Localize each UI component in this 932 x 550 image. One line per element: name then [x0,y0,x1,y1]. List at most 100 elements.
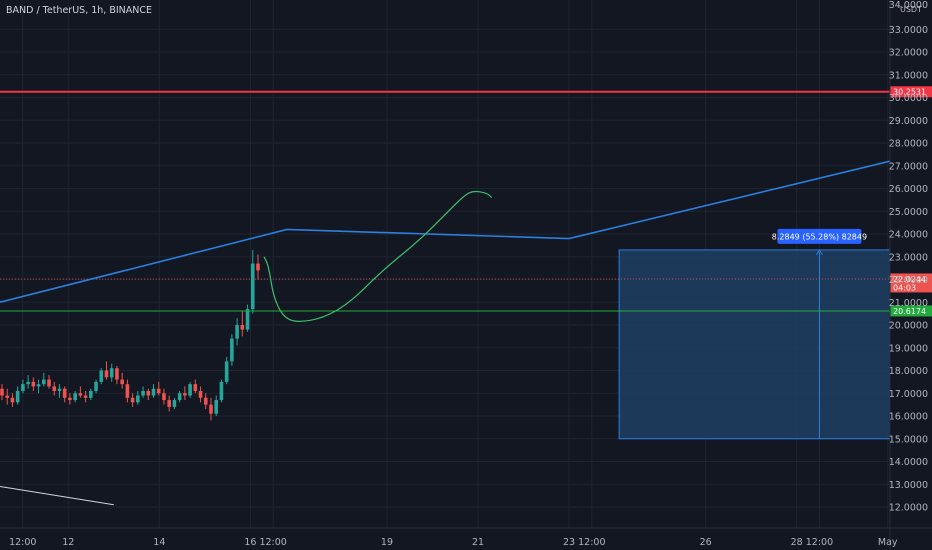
candle-body [230,338,234,362]
candle-body [167,400,171,407]
candle-body [89,390,93,398]
candle-body [235,325,239,339]
price-label: 22.0244 [893,275,926,284]
price-tick-label: 20.0000 [889,321,928,332]
price-tick-label: 33.0000 [889,25,928,36]
candle-body [250,263,255,310]
candle-body [31,381,36,387]
candle-body [10,397,15,403]
candle-body [188,384,192,396]
candle-body [15,390,20,403]
time-tick-label: 12:00 [259,537,286,548]
candle-body [146,390,151,396]
candle-body [104,370,109,378]
trend-line [0,160,891,304]
candle-body [5,395,10,398]
price-tick-label: 18.0000 [889,366,928,377]
symbol-title: BAND / TetherUS, 1h, BINANCE [6,5,153,16]
price-tick-label: 14.0000 [889,457,928,468]
candle-body [151,388,156,396]
time-tick-label: May [878,537,898,548]
candle-body [256,263,260,271]
price-tick-label: 22.0000 [889,275,928,286]
time-tick-label: 12:00 [806,537,833,548]
projection-curve [263,190,493,322]
price-tick-label: 26.0000 [889,184,928,195]
candle-body [36,384,41,387]
price-tick-label: 30.0000 [889,93,928,104]
price-tick-label: 32.0000 [889,48,928,59]
candle-body [203,397,208,405]
candle-body [120,379,124,385]
price-label-bg [890,305,932,317]
candle-body [209,404,213,414]
diagonal-line [0,486,114,506]
candle-body [172,400,177,407]
candle-body [162,393,166,401]
time-tick-label: 16 [244,537,256,548]
time-tick-label: 23 [563,537,575,548]
candle-body [94,381,98,391]
price-tick-label: 12.0000 [889,503,928,514]
candle-body [68,397,72,401]
candle-body [62,388,67,398]
candle-body [26,381,30,385]
price-tick-label: 15.0000 [889,434,928,445]
time-tick-label: 12 [62,537,74,548]
candle-body [219,381,224,401]
price-axis[interactable]: 12.0000 13.0000 14.0000 15.0000 16.0000 17.00… [889,0,928,550]
price-tick-label: 21.0000 [889,298,928,309]
candle-body [130,397,135,403]
price-tick-label: 13.0000 [889,480,928,491]
candle-body [21,384,25,391]
candle-body [224,361,229,382]
time-tick-label: 19 [381,537,393,548]
candle-body [115,368,119,380]
time-tick-label: 28 [791,537,803,548]
price-tick-label: 34.0000 [889,0,928,11]
candle-body [52,386,57,391]
price-tick-label: 19.0000 [889,343,928,354]
drawings[interactable] [0,160,891,506]
candle-body [198,390,203,398]
candle-body [125,384,130,398]
measure-label: 8.2849 (55.28%) 82849 [772,232,867,241]
time-tick-label: 12:00 [578,537,605,548]
countdown-label: 04:03 [893,283,916,292]
price-tick-label: 27.0000 [889,161,928,172]
price-tick-label: 23.0000 [889,252,928,263]
time-axis[interactable]: 12:00 12 14 16 12:00 19 21 23 12:00 26 28 12:00 May [0,527,932,548]
time-tick-label: 21 [472,537,484,548]
candle-body [0,388,4,396]
candle-body [41,379,46,385]
candle-body [47,379,51,387]
time-tick-label: 14 [153,537,165,548]
price-tick-label: 25.0000 [889,207,928,218]
candle-body [156,388,161,394]
price-tick-label: 29.0000 [889,116,928,127]
price-label: 30.2531 [893,88,926,97]
candle-body [78,393,83,396]
candle-body [193,384,198,391]
price-range-measure[interactable]: 8.2849 (55.28%) 82849 [618,228,891,440]
time-tick-label: 26 [700,537,712,548]
candle-body [245,309,250,330]
measure-box [618,249,891,440]
candle-body [177,393,182,401]
candle-body [99,370,104,382]
price-tick-label: 28.0000 [889,139,928,150]
candle-body [183,393,187,396]
price-label-bg [890,86,932,98]
candle-body [57,388,62,391]
price-tick-label: 24.0000 [889,230,928,241]
measure-arrowhead [816,248,823,256]
candle-body [109,368,114,378]
candle-body [240,325,245,330]
candles [0,249,260,421]
price-tick-label: 16.0000 [889,412,928,423]
candle-body [136,395,140,403]
measure-label-bg [777,228,862,244]
